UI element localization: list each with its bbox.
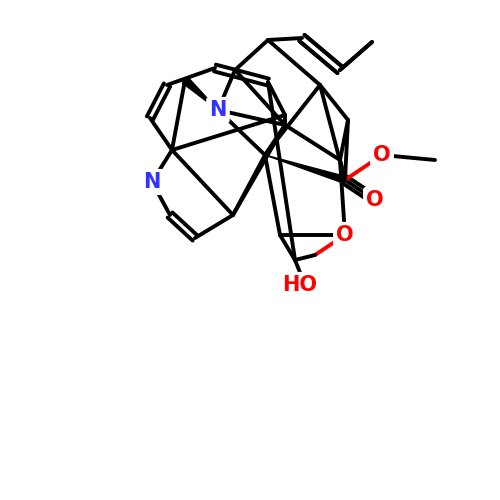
Text: N: N: [144, 172, 160, 192]
Text: O: O: [336, 225, 354, 245]
Text: N: N: [210, 100, 226, 120]
Text: HO: HO: [282, 275, 318, 295]
Text: O: O: [373, 145, 391, 165]
Polygon shape: [182, 77, 218, 110]
Polygon shape: [265, 155, 346, 184]
Text: O: O: [366, 190, 384, 210]
